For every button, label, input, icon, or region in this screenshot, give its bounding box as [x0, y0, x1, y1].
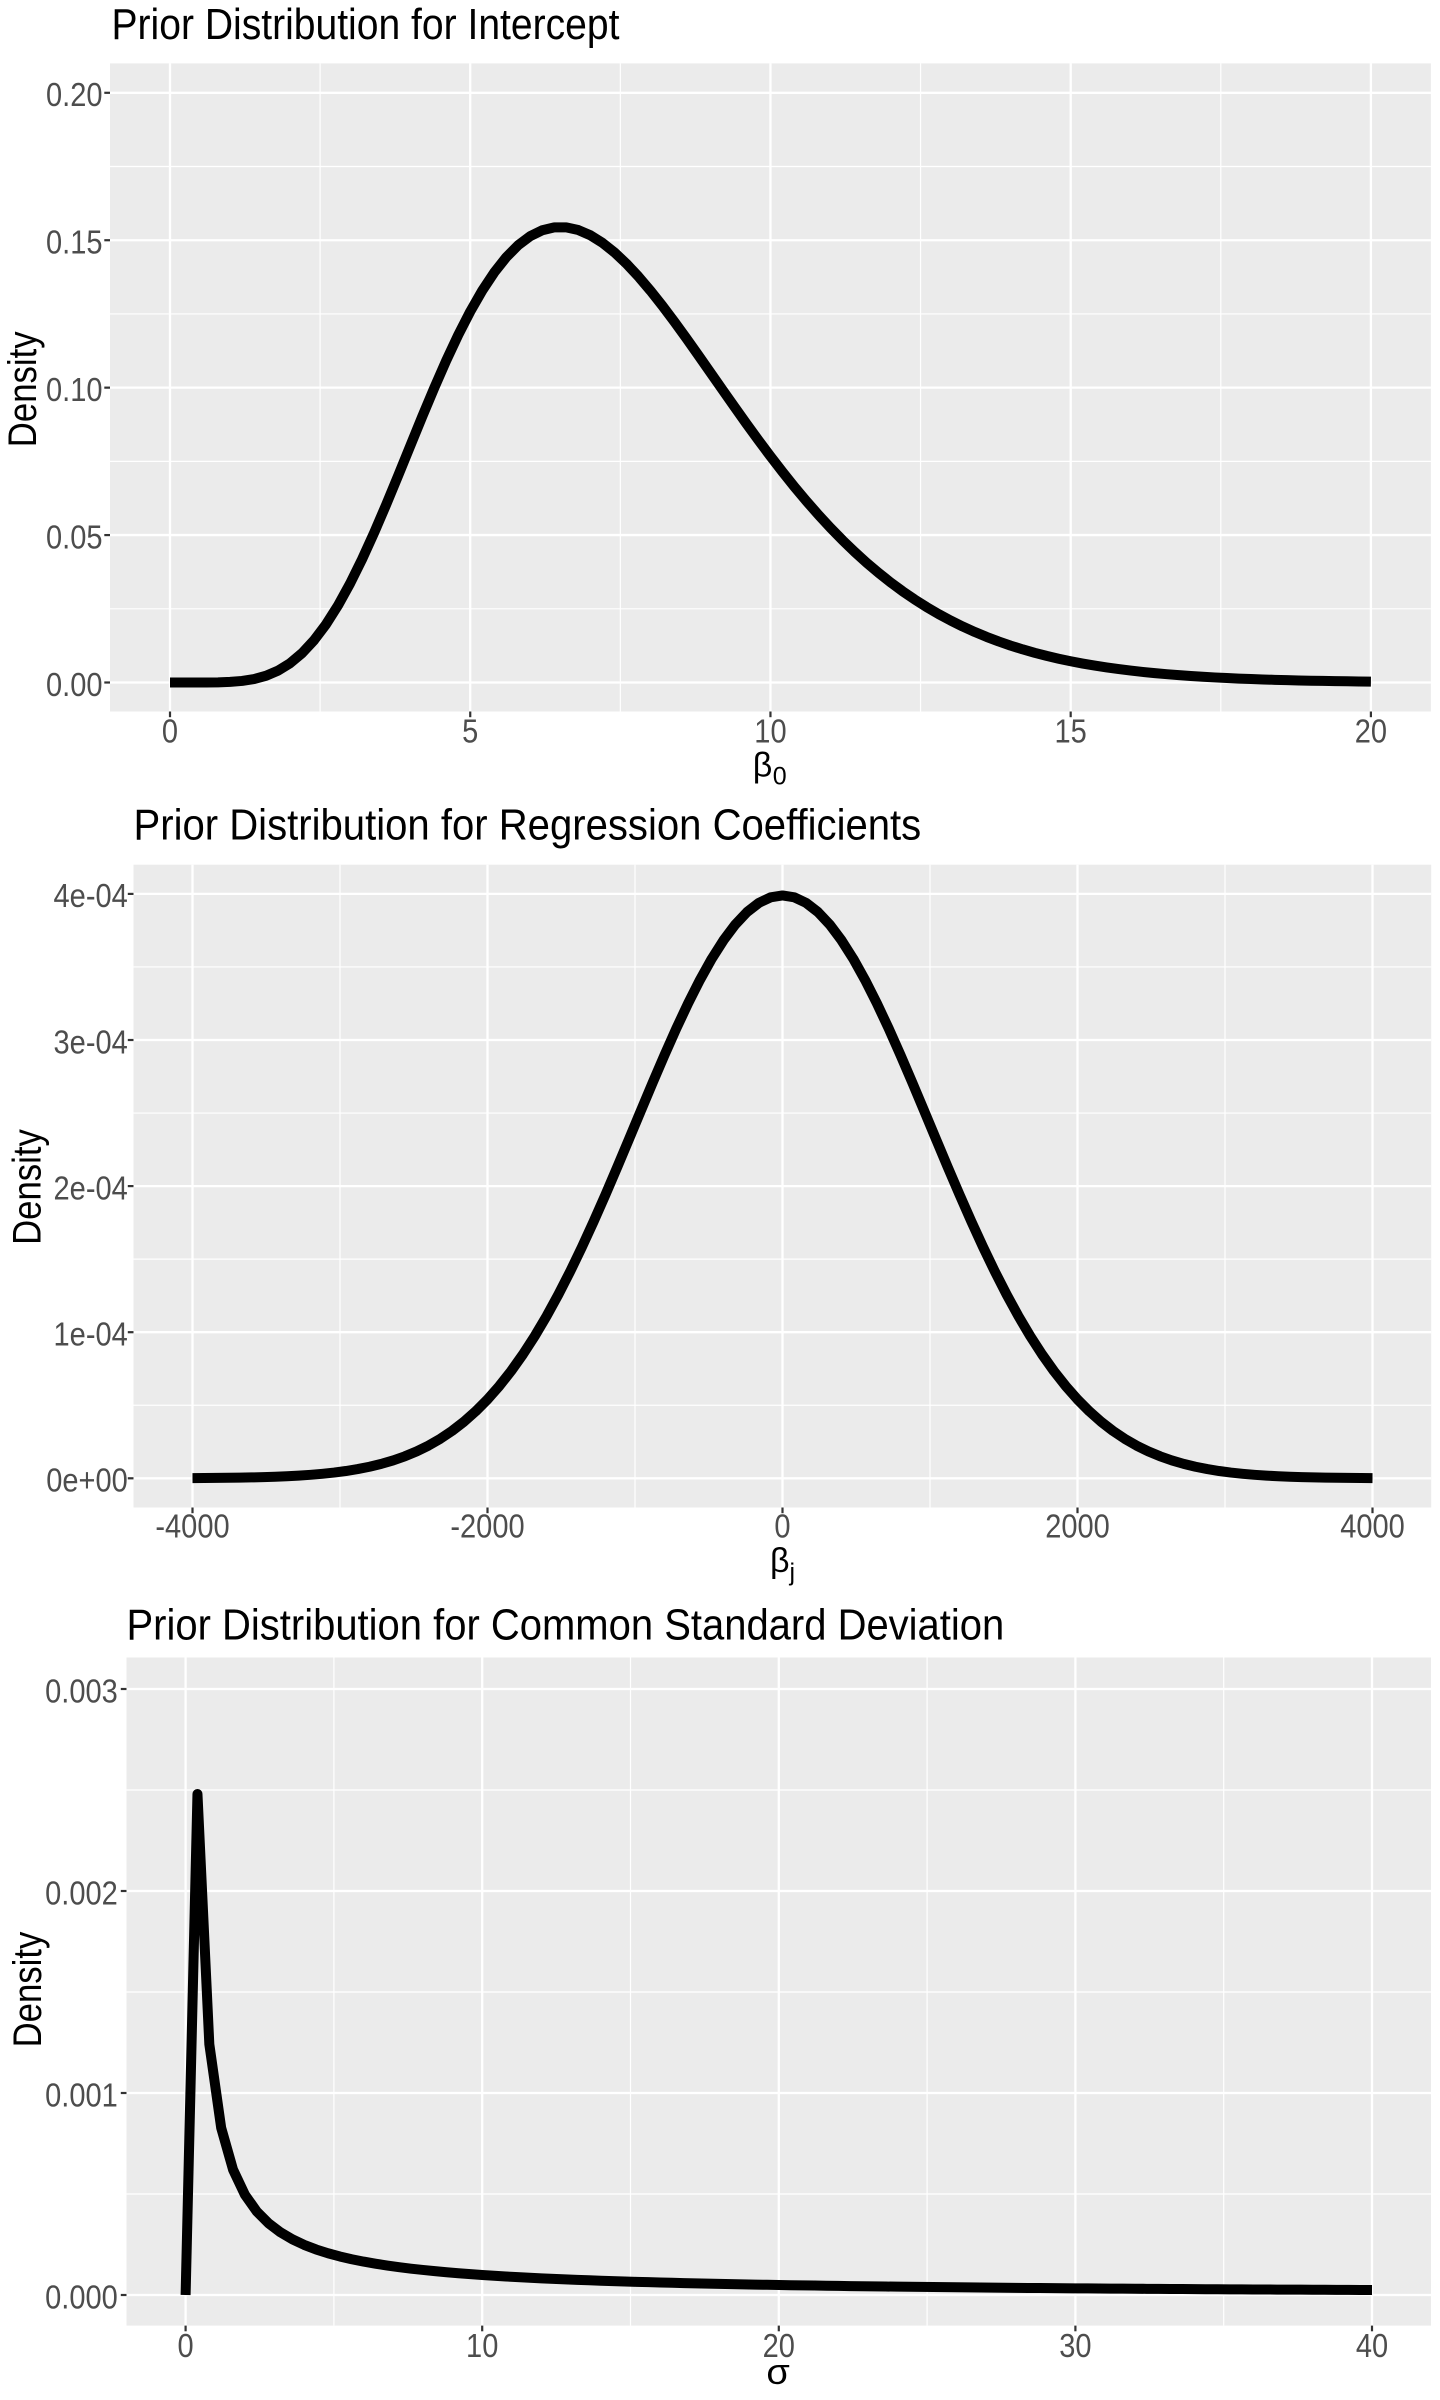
svg-text:Density: Density — [4, 1129, 49, 1245]
svg-text:4000: 4000 — [1340, 1508, 1405, 1545]
svg-text:0.20: 0.20 — [46, 76, 103, 113]
svg-text:0.15: 0.15 — [46, 224, 103, 261]
svg-text:β: β — [753, 746, 773, 784]
svg-text:Prior Distribution for Interce: Prior Distribution for Intercept — [112, 0, 620, 48]
svg-text:15: 15 — [1055, 713, 1087, 750]
svg-text:0: 0 — [178, 2327, 194, 2364]
svg-text:0: 0 — [162, 713, 178, 750]
svg-text:4e-04: 4e-04 — [54, 877, 128, 914]
svg-text:Density: Density — [0, 331, 45, 447]
svg-text:5: 5 — [462, 713, 478, 750]
svg-text:σ: σ — [766, 2350, 789, 2391]
svg-text:0.001: 0.001 — [45, 2077, 118, 2114]
svg-text:2e-04: 2e-04 — [54, 1170, 128, 1207]
svg-text:3e-04: 3e-04 — [54, 1024, 128, 1061]
svg-text:0.003: 0.003 — [45, 1673, 118, 1710]
svg-text:β: β — [770, 1542, 790, 1580]
svg-text:0.10: 0.10 — [46, 371, 103, 408]
svg-text:Density: Density — [5, 1931, 50, 2047]
svg-text:40: 40 — [1356, 2327, 1388, 2364]
svg-text:-4000: -4000 — [155, 1508, 229, 1545]
svg-text:0.00: 0.00 — [46, 666, 103, 703]
svg-text:1e-04: 1e-04 — [54, 1316, 128, 1353]
svg-text:0: 0 — [774, 1508, 790, 1545]
svg-text:20: 20 — [763, 2327, 795, 2364]
svg-text:20: 20 — [1355, 713, 1387, 750]
svg-text:10: 10 — [754, 713, 786, 750]
svg-text:-2000: -2000 — [450, 1508, 524, 1545]
svg-text:30: 30 — [1059, 2327, 1091, 2364]
svg-text:0: 0 — [773, 763, 787, 791]
svg-text:10: 10 — [466, 2327, 498, 2364]
svg-text:0.05: 0.05 — [46, 519, 103, 556]
svg-text:Prior Distribution for Regress: Prior Distribution for Regression Coeffi… — [134, 800, 922, 849]
svg-text:2000: 2000 — [1045, 1508, 1110, 1545]
svg-text:0.002: 0.002 — [45, 1875, 118, 1912]
svg-text:0e+00: 0e+00 — [46, 1462, 128, 1499]
svg-text:0.000: 0.000 — [45, 2279, 118, 2316]
svg-text:Prior Distribution for Common: Prior Distribution for Common Standard D… — [127, 1600, 1005, 1649]
svg-text:j: j — [789, 1558, 796, 1586]
